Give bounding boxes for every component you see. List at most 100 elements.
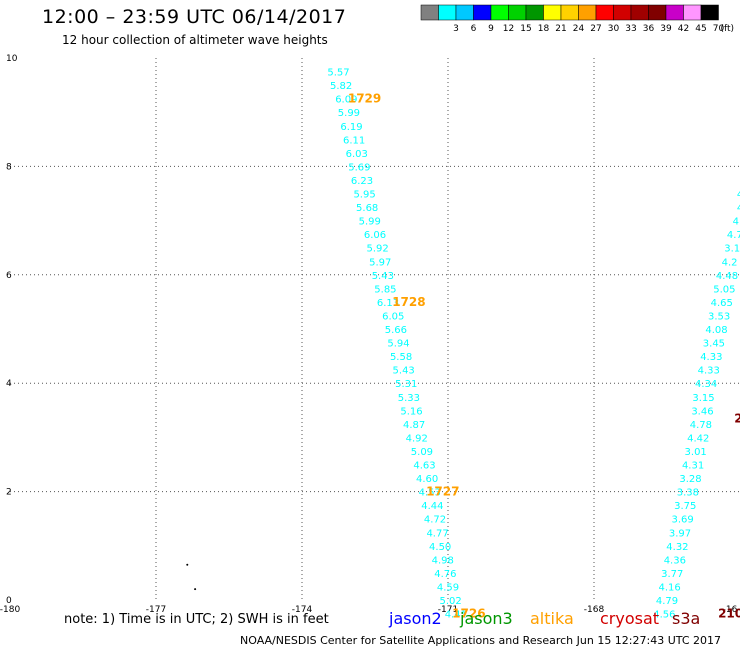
legend-swatch (473, 4, 492, 21)
wave-height-label: 4.31 (682, 461, 704, 472)
legend-swatch (595, 4, 614, 21)
wave-height-label: 5.58 (390, 352, 412, 363)
page-title: 12:00 – 23:59 UTC 06/14/2017 (42, 6, 347, 28)
legend-label: 12 (503, 24, 514, 34)
legend-swatch (543, 4, 562, 21)
x-tick-label: -174 (292, 605, 313, 615)
wave-height-label: 4.50 (429, 542, 451, 553)
x-tick-label: -171 (438, 605, 458, 615)
wave-height-label: 4.42 (687, 433, 709, 444)
y-tick-label: 10 (6, 54, 18, 64)
wave-height-label: 4.76 (434, 569, 456, 580)
legend-label: 70 (713, 24, 725, 34)
legend-label: 3 (453, 24, 459, 34)
legend-label: 18 (538, 24, 550, 34)
wave-height-label: 4.34 (695, 379, 717, 390)
data-marks: 5.57 5.82 6.09 5.99 6.19 6.11 6.03 5.69 6.23 5.95… (186, 68, 740, 621)
wave-height-label: 4.41 (445, 610, 467, 621)
wave-height-label: 3.1 (724, 244, 740, 255)
page-subtitle: 12 hour collection of altimeter wave hei… (62, 33, 328, 47)
legend-label: 15 (520, 24, 531, 34)
wave-height-label: 6.05 (382, 311, 404, 322)
y-tick-label: 2 (6, 488, 12, 498)
legend-swatch (560, 4, 579, 21)
legend-swatch (455, 4, 474, 21)
legend-label: 33 (625, 24, 636, 34)
wave-height-label: 3.45 (703, 339, 725, 350)
pass-time-label: 1726 (452, 607, 485, 621)
wave-height-label: 4.60 (416, 474, 438, 485)
x-tick-label: -168 (584, 605, 605, 615)
legend-swatch (508, 4, 527, 21)
units-note: note: 1) Time is in UTC; 2) SWH is in fe… (64, 612, 329, 627)
wave-height-label: 4.92 (406, 433, 428, 444)
wave-height-label: 4.7 (727, 230, 740, 241)
wave-height-label: 4.2 (722, 257, 738, 268)
wave-height-label: 5.82 (330, 81, 352, 92)
wave-height-label: 4.65 (711, 298, 733, 309)
wave-height-label: 5.05 (713, 284, 735, 295)
legend-swatch (420, 4, 439, 21)
wave-height-label: 6.11 (343, 135, 365, 146)
wave-height-label: 5.09 (411, 447, 433, 458)
pass-time-label: 1727 (426, 485, 459, 499)
legend-label: 45 (695, 24, 706, 34)
x-tick-label: -16 (723, 605, 738, 615)
wave-height-label: 4.56 (653, 610, 675, 621)
satellite-altika: altika (530, 609, 574, 628)
wave-height-label: 4.63 (413, 461, 435, 472)
wave-height-label: 6.13 (377, 298, 399, 309)
wave-height-label: 5.31 (395, 379, 417, 390)
legend-label: 42 (678, 24, 689, 34)
wave-height-label: 5.68 (356, 203, 378, 214)
legend-swatch (665, 4, 684, 21)
wave-height-label: 4.16 (658, 582, 680, 593)
wave-height-label: 5.02 (439, 596, 461, 607)
wave-height-label: 5.16 (400, 406, 422, 417)
wave-height-label: 3.75 (674, 501, 696, 512)
wave-height-label: 5.57 (327, 68, 349, 79)
wave-height-label: 4.78 (690, 420, 712, 431)
legend-label: 36 (643, 24, 655, 34)
wave-height-label: 5.97 (369, 257, 391, 268)
wave-height-label: 6.09 (335, 95, 357, 106)
satellite-jason2: jason2 (389, 609, 442, 628)
wave-height-label: 4.08 (705, 325, 727, 336)
legend-label: 21 (555, 24, 566, 34)
legend-label: 9 (488, 24, 494, 34)
wave-height-label: 4.33 (698, 366, 720, 377)
legend-label: 39 (660, 24, 672, 34)
y-tick-label: 6 (6, 271, 12, 281)
legend-swatch (683, 4, 702, 21)
axes: -180 -177 -174 -171 -168 -16 0 2 4 6 8 10 (0, 54, 738, 615)
legend-label: 6 (471, 24, 477, 34)
legend-label: 27 (590, 24, 601, 34)
legend-swatch (578, 4, 597, 21)
legend-unit: (ft) (721, 24, 735, 34)
satellite-s3a: s3a (672, 609, 701, 628)
wave-height-label: 6.03 (346, 149, 368, 160)
wave-height-label: 3.97 (669, 528, 691, 539)
pass-time-label: 2106 (718, 607, 740, 621)
satellite-cryosat: cryosat (600, 609, 660, 628)
wave-height-label: 4.72 (424, 515, 446, 526)
wave-height-label: 4. (733, 217, 740, 228)
wave-height-label: 3.01 (685, 447, 707, 458)
wave-height-label: 4.87 (403, 420, 425, 431)
wave-height-label: 4.77 (426, 528, 448, 539)
wave-height-label: 4.36 (664, 555, 686, 566)
pass-time-label: 1729 (348, 92, 381, 106)
pass-time-label: 21 (734, 411, 740, 425)
color-legend: 3 6 9 12 15 18 21 24 27 30 33 36 39 42 45 70(ft) (420, 4, 735, 34)
y-tick-label: 8 (6, 162, 12, 172)
wave-height-label: 5.33 (398, 393, 420, 404)
wave-height-label: 4.98 (432, 555, 454, 566)
grid (10, 58, 740, 600)
legend-swatch (630, 4, 649, 21)
wave-height-label: 4.79 (656, 596, 678, 607)
legend-label: 30 (608, 24, 620, 34)
legend-swatch (613, 4, 632, 21)
wave-height-label: 5.95 (353, 190, 375, 201)
